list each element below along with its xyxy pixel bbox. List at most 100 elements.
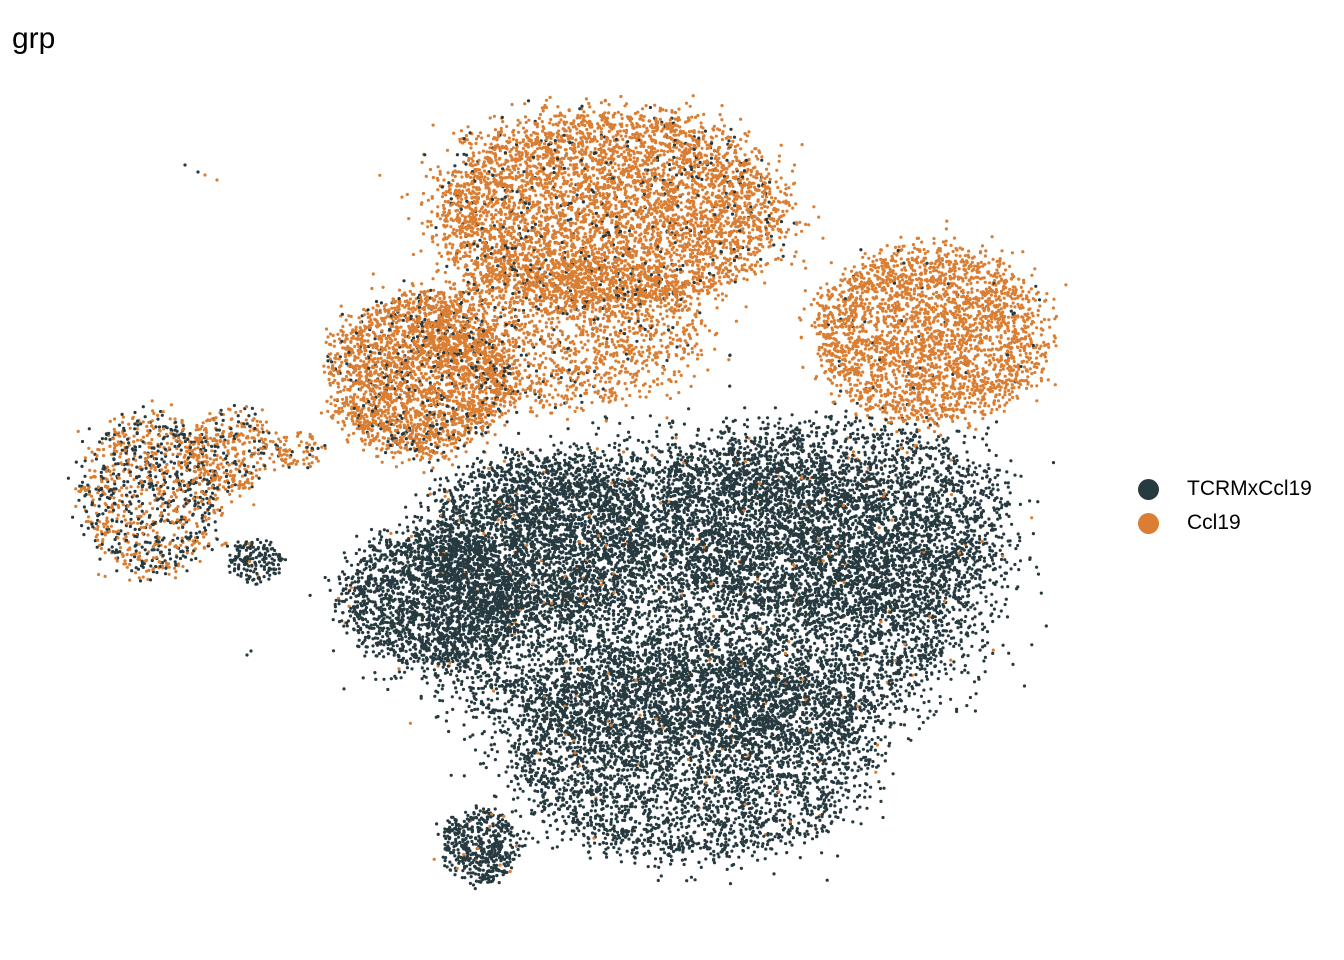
- point-tcrmxccl19: [907, 471, 910, 474]
- point-ccl19: [853, 265, 856, 268]
- point-ccl19: [535, 343, 538, 346]
- point-ccl19: [562, 176, 565, 179]
- point-tcrmxccl19: [977, 678, 980, 681]
- point-tcrmxccl19: [774, 456, 777, 459]
- point-ccl19: [775, 180, 778, 183]
- point-tcrmxccl19: [643, 853, 646, 856]
- point-ccl19: [577, 145, 580, 148]
- point-tcrmxccl19: [972, 461, 975, 464]
- point-tcrmxccl19: [756, 540, 759, 543]
- point-tcrmxccl19: [803, 420, 806, 423]
- point-tcrmxccl19: [337, 602, 340, 605]
- point-tcrmxccl19: [375, 632, 378, 635]
- point-tcrmxccl19: [646, 776, 649, 779]
- point-tcrmxccl19: [875, 766, 878, 769]
- point-ccl19: [659, 231, 662, 234]
- point-ccl19: [539, 113, 542, 116]
- point-tcrmxccl19: [857, 662, 860, 665]
- point-tcrmxccl19: [824, 415, 827, 418]
- point-tcrmxccl19: [582, 785, 585, 788]
- point-tcrmxccl19: [627, 755, 630, 758]
- point-tcrmxccl19: [530, 646, 533, 649]
- point-ccl19: [614, 359, 617, 362]
- point-tcrmxccl19: [731, 213, 734, 216]
- point-tcrmxccl19: [941, 494, 944, 497]
- point-tcrmxccl19: [859, 419, 862, 422]
- point-tcrmxccl19: [653, 697, 656, 700]
- point-tcrmxccl19: [619, 660, 622, 663]
- point-tcrmxccl19: [718, 648, 721, 651]
- point-ccl19: [623, 144, 626, 147]
- point-tcrmxccl19: [542, 663, 545, 666]
- point-tcrmxccl19: [785, 851, 788, 854]
- point-tcrmxccl19: [996, 483, 999, 486]
- point-tcrmxccl19: [864, 606, 867, 609]
- point-tcrmxccl19: [928, 476, 931, 479]
- point-tcrmxccl19: [691, 784, 694, 787]
- point-tcrmxccl19: [435, 716, 438, 719]
- point-ccl19: [602, 317, 605, 320]
- point-tcrmxccl19: [828, 498, 831, 501]
- point-tcrmxccl19: [691, 701, 694, 704]
- point-tcrmxccl19: [805, 707, 808, 710]
- point-tcrmxccl19: [786, 796, 789, 799]
- point-tcrmxccl19: [379, 427, 382, 430]
- point-tcrmxccl19: [531, 501, 534, 504]
- point-ccl19: [401, 461, 404, 464]
- point-tcrmxccl19: [747, 602, 750, 605]
- point-ccl19: [898, 360, 901, 363]
- point-ccl19: [721, 215, 724, 218]
- point-ccl19: [734, 236, 737, 239]
- point-ccl19: [645, 334, 648, 337]
- point-ccl19: [859, 382, 862, 385]
- point-tcrmxccl19: [684, 778, 687, 781]
- point-ccl19: [485, 403, 488, 406]
- point-ccl19: [565, 134, 568, 137]
- point-tcrmxccl19: [379, 538, 382, 541]
- point-tcrmxccl19: [829, 550, 832, 553]
- point-ccl19: [718, 153, 721, 156]
- point-tcrmxccl19: [372, 537, 375, 540]
- point-ccl19: [465, 384, 468, 387]
- point-tcrmxccl19: [383, 528, 386, 531]
- point-tcrmxccl19: [908, 694, 911, 697]
- point-ccl19: [645, 104, 648, 107]
- point-ccl19: [613, 191, 616, 194]
- point-tcrmxccl19: [941, 507, 944, 510]
- point-ccl19: [791, 170, 794, 173]
- point-ccl19: [912, 307, 915, 310]
- point-ccl19: [968, 396, 971, 399]
- point-tcrmxccl19: [796, 784, 799, 787]
- point-tcrmxccl19: [773, 613, 776, 616]
- point-ccl19: [544, 357, 547, 360]
- point-ccl19: [861, 371, 864, 374]
- point-tcrmxccl19: [469, 668, 472, 671]
- point-ccl19: [407, 217, 410, 220]
- point-ccl19: [839, 384, 842, 387]
- point-tcrmxccl19: [806, 792, 809, 795]
- point-tcrmxccl19: [913, 660, 916, 663]
- point-tcrmxccl19: [625, 618, 628, 621]
- point-tcrmxccl19: [818, 624, 821, 627]
- point-tcrmxccl19: [561, 635, 564, 638]
- point-tcrmxccl19: [555, 662, 558, 665]
- point-tcrmxccl19: [1040, 592, 1043, 595]
- point-ccl19: [890, 519, 893, 522]
- point-tcrmxccl19: [668, 830, 671, 833]
- point-tcrmxccl19: [423, 670, 426, 673]
- point-tcrmxccl19: [1023, 684, 1026, 687]
- point-tcrmxccl19: [476, 708, 479, 711]
- point-ccl19: [937, 417, 940, 420]
- point-tcrmxccl19: [542, 641, 545, 644]
- point-tcrmxccl19: [758, 440, 761, 443]
- point-tcrmxccl19: [664, 729, 667, 732]
- point-ccl19: [907, 379, 910, 382]
- point-ccl19: [876, 363, 879, 366]
- point-ccl19: [378, 439, 381, 442]
- point-tcrmxccl19: [413, 542, 416, 545]
- point-ccl19: [552, 123, 555, 126]
- point-tcrmxccl19: [943, 518, 946, 521]
- point-tcrmxccl19: [471, 662, 474, 665]
- point-tcrmxccl19: [552, 569, 555, 572]
- point-tcrmxccl19: [421, 666, 424, 669]
